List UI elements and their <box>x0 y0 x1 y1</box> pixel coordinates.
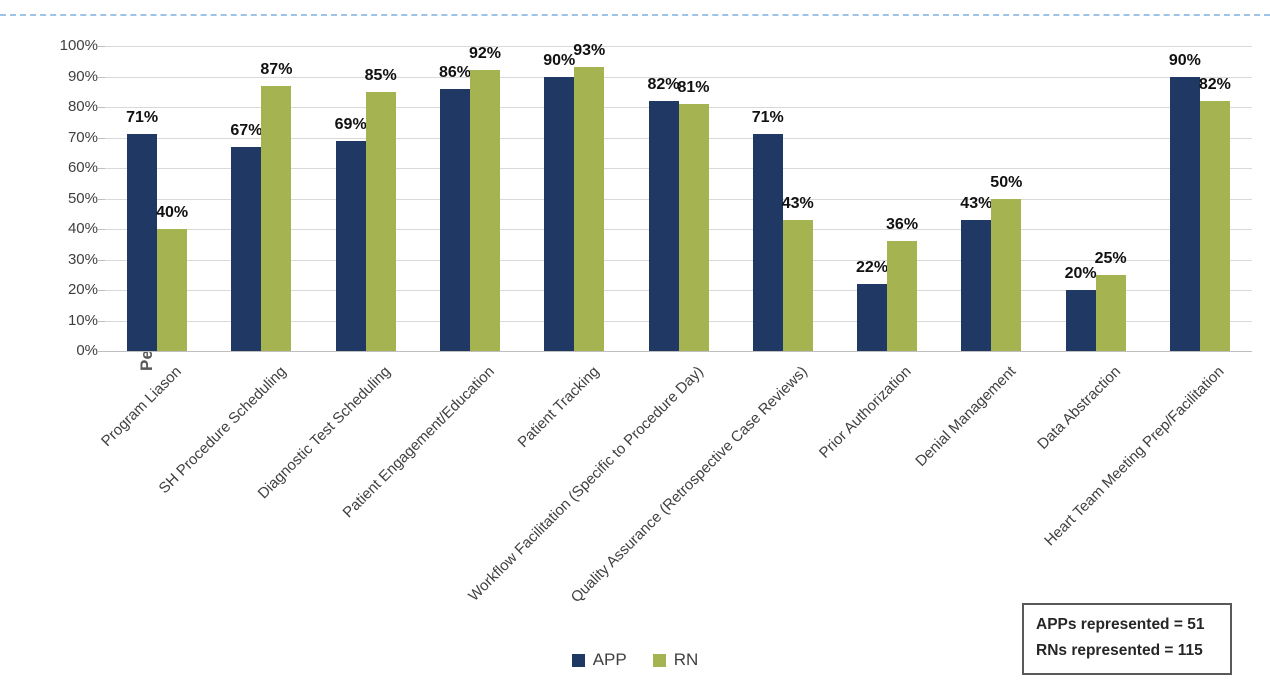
note-line-rns: RNs represented = 115 <box>1036 642 1203 659</box>
legend-label-rn: RN <box>673 650 699 669</box>
y-tick-label-60: 60% <box>67 159 98 176</box>
bar-rn-8 <box>887 241 918 351</box>
x-category-label-8: Prior Authorization <box>816 363 916 462</box>
x-category-label-9: Denial Management <box>912 363 1020 470</box>
gridline-90 <box>105 76 1252 78</box>
bar-app-8 <box>857 283 888 351</box>
y-tick-mark-50 <box>98 198 105 200</box>
bar-rn-10 <box>1095 274 1126 351</box>
y-tick-label-40: 40% <box>67 220 98 237</box>
bar-rn-2 <box>261 85 292 351</box>
value-label-rn-3: 85% <box>364 66 397 84</box>
value-label-app-11: 90% <box>1168 51 1201 69</box>
y-tick-mark-0 <box>98 351 105 352</box>
gridline-100 <box>105 46 1252 47</box>
y-tick-label-30: 30% <box>67 250 98 268</box>
value-label-app-10: 20% <box>1064 265 1097 282</box>
x-category-label-6: Workflow Facilitation (Specific to Proce… <box>464 363 707 605</box>
y-tick-mark-60 <box>98 168 105 169</box>
legend-label-app: APP <box>592 650 627 669</box>
bar-rn-7 <box>782 219 813 351</box>
value-label-rn-1: 40% <box>156 204 189 221</box>
value-label-rn-9: 50% <box>990 173 1023 191</box>
y-tick-mark-70 <box>98 137 105 139</box>
bar-app-6 <box>648 100 679 351</box>
value-label-rn-4: 92% <box>468 45 501 63</box>
value-label-app-8: 22% <box>856 258 889 276</box>
y-tick-mark-90 <box>98 76 105 78</box>
bar-app-9 <box>961 219 992 351</box>
x-category-label-11: Heart Team Meeting Prep/Facilitation <box>1041 363 1228 550</box>
bar-app-2 <box>231 146 262 351</box>
value-label-rn-8: 36% <box>886 216 919 234</box>
bar-rn-4 <box>469 70 500 351</box>
value-label-app-9: 43% <box>960 194 993 212</box>
bar-app-3 <box>335 140 366 351</box>
bar-app-11 <box>1169 76 1200 351</box>
plot-area: Percentage of License Level 71%40%67%87%… <box>105 42 1252 371</box>
legend-item-rn: RN <box>652 650 699 670</box>
chart-legend: APP RN <box>0 650 1270 670</box>
bar-rn-5 <box>574 67 605 351</box>
bar-rn-6 <box>678 103 709 351</box>
y-tick-label-20: 20% <box>67 281 98 298</box>
bar-app-4 <box>439 88 470 351</box>
value-label-rn-2: 87% <box>260 60 293 78</box>
bar-app-10 <box>1065 290 1096 351</box>
y-tick-label-10: 10% <box>67 311 98 329</box>
value-label-app-7: 71% <box>751 109 784 127</box>
note-line-apps: APPs represented = 51 <box>1036 616 1205 633</box>
value-label-app-6: 82% <box>647 75 680 93</box>
gridline-0 <box>105 351 1252 352</box>
bar-rn-11 <box>1199 100 1230 351</box>
bar-rn-1 <box>157 229 188 351</box>
y-tick-mark-30 <box>98 259 105 261</box>
legend-swatch-app <box>571 653 585 667</box>
value-label-rn-6: 81% <box>677 78 710 96</box>
value-label-app-5: 90% <box>543 51 576 69</box>
value-label-rn-11: 82% <box>1198 75 1231 93</box>
y-tick-mark-100 <box>98 46 105 47</box>
bar-rn-9 <box>991 198 1022 351</box>
y-tick-label-0: 0% <box>76 342 98 359</box>
y-tick-label-80: 80% <box>67 98 98 115</box>
value-label-rn-7: 43% <box>781 194 814 212</box>
y-tick-label-90: 90% <box>67 67 98 85</box>
y-tick-label-70: 70% <box>67 128 98 146</box>
value-label-rn-5: 93% <box>573 42 606 60</box>
legend-swatch-rn <box>652 653 666 667</box>
x-category-label-10: Data Abstraction <box>1033 363 1124 453</box>
value-label-app-2: 67% <box>230 121 263 139</box>
x-category-label-5: Patient Tracking <box>514 363 603 452</box>
x-category-label-7: Quality Assurance (Retrospective Case Re… <box>567 363 811 607</box>
sample-size-note-box: APPs represented = 51 RNs represented = … <box>1022 603 1232 675</box>
value-label-app-1: 71% <box>126 109 159 127</box>
bar-app-7 <box>752 134 783 351</box>
legend-item-app: APP <box>571 650 627 670</box>
y-tick-label-50: 50% <box>67 189 98 207</box>
y-tick-mark-10 <box>98 320 105 322</box>
y-tick-mark-80 <box>98 107 105 108</box>
bar-app-1 <box>127 134 158 351</box>
top-divider-rule <box>0 14 1270 16</box>
value-label-app-3: 69% <box>334 115 367 133</box>
y-tick-label-100: 100% <box>59 37 98 54</box>
y-tick-mark-40 <box>98 229 105 230</box>
y-tick-mark-20 <box>98 290 105 291</box>
bar-app-5 <box>544 76 575 351</box>
value-label-rn-10: 25% <box>1094 249 1127 267</box>
bar-rn-3 <box>365 91 396 351</box>
value-label-app-4: 86% <box>438 63 471 81</box>
